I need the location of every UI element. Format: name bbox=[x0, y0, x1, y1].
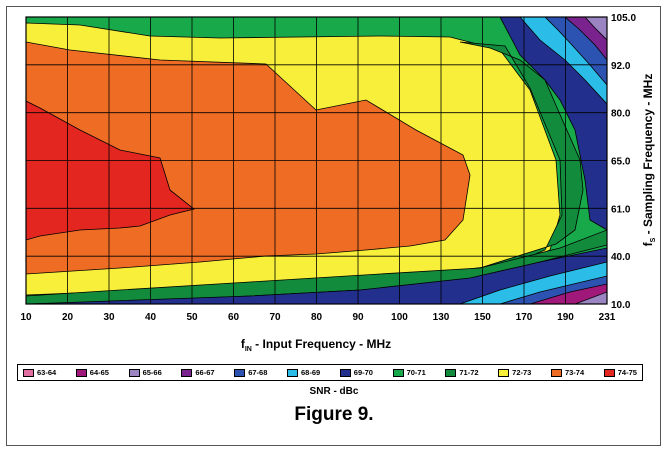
legend-item: 69-70 bbox=[339, 368, 373, 377]
y-tick-label: 10.0 bbox=[611, 300, 631, 311]
legend-label: 72-73 bbox=[512, 368, 532, 377]
legend: 63-64 64-65 65-66 66-67 67-68 68-69 69-70 70-71… bbox=[17, 364, 643, 381]
legend-item: 66-67 bbox=[181, 368, 215, 377]
x-tick-label: 50 bbox=[186, 312, 198, 323]
legend-label: 68-69 bbox=[300, 368, 321, 377]
y-axis-ticks: 10.0 40.0 61.0 65.0 80.0 92.0 105.0 bbox=[611, 13, 636, 311]
legend-swatch bbox=[23, 368, 34, 377]
legend-item: 67-68 bbox=[234, 368, 267, 377]
legend-swatch bbox=[392, 368, 404, 377]
legend-swatch bbox=[445, 368, 457, 377]
region-65-66-bottom bbox=[574, 291, 607, 304]
region-74-75 bbox=[26, 100, 195, 241]
x-tick-label: 80 bbox=[311, 312, 323, 323]
y-tick-label: 105.0 bbox=[611, 13, 636, 24]
y-axis-label: fS - Sampling Frequency - MHz bbox=[641, 74, 657, 247]
plot-border bbox=[25, 16, 608, 305]
legend-swatch bbox=[128, 368, 140, 377]
legend-item: 68-69 bbox=[286, 368, 321, 377]
legend-label: 67-68 bbox=[248, 368, 268, 377]
legend-label: 71-72 bbox=[459, 368, 479, 377]
figure-frame bbox=[6, 6, 661, 446]
legend-swatch bbox=[550, 368, 562, 377]
legend-swatch bbox=[286, 368, 298, 377]
legend-label: 64-65 bbox=[89, 368, 109, 377]
y-tick-label: 40.0 bbox=[611, 252, 631, 263]
legend-label: 66-67 bbox=[195, 368, 215, 377]
y-tick-label: 61.0 bbox=[611, 204, 631, 215]
x-tick-label: 190 bbox=[557, 312, 574, 323]
x-tick-label: 150 bbox=[474, 312, 491, 323]
x-axis-label: fIN - Input Frequency - MHz bbox=[241, 337, 391, 353]
legend-item: 73-74 bbox=[550, 368, 585, 377]
legend-label: 65-66 bbox=[142, 368, 162, 377]
region-71-72-right bbox=[459, 41, 584, 269]
x-tick-label: 130 bbox=[433, 312, 450, 323]
legend-item: 65-66 bbox=[128, 368, 162, 377]
legend-label: 69-70 bbox=[353, 368, 373, 377]
legend-item: 63-64 bbox=[23, 368, 56, 377]
x-axis-ticks: 10 20 30 40 50 60 70 80 90 100 130 150 170 190 231 bbox=[20, 312, 615, 323]
legend-swatch bbox=[234, 368, 246, 377]
x-tick-label: 100 bbox=[391, 312, 408, 323]
snr-contour-plot: 10 20 30 40 50 60 70 80 90 100 130 150 170 190 231 10.… bbox=[20, 13, 657, 353]
x-tick-label: 40 bbox=[145, 312, 157, 323]
legend-swatch bbox=[498, 368, 510, 377]
legend-swatch bbox=[339, 368, 351, 377]
figure-caption: Figure 9. bbox=[294, 404, 374, 425]
legend-label: 70-71 bbox=[406, 368, 426, 377]
legend-item: 72-73 bbox=[498, 368, 531, 377]
region-69-70-bottom bbox=[26, 247, 607, 304]
legend-item: 64-65 bbox=[75, 368, 109, 377]
legend-label: 63-64 bbox=[37, 368, 57, 377]
y-tick-label: 80.0 bbox=[611, 109, 631, 120]
legend-swatch bbox=[75, 368, 87, 377]
x-tick-label: 20 bbox=[62, 312, 74, 323]
legend-swatch bbox=[181, 368, 193, 377]
x-tick-label: 70 bbox=[269, 312, 281, 323]
legend-title: SNR - dBc bbox=[309, 386, 359, 397]
legend-swatch bbox=[603, 368, 615, 377]
legend-item: 70-71 bbox=[392, 368, 426, 377]
legend-label: 73-74 bbox=[564, 368, 585, 377]
legend-item: 74-75 bbox=[603, 368, 637, 377]
x-tick-label: 30 bbox=[103, 312, 115, 323]
legend-label: 74-75 bbox=[617, 368, 637, 377]
x-tick-label: 60 bbox=[228, 312, 240, 323]
y-tick-label: 92.0 bbox=[611, 61, 631, 72]
x-tick-label: 10 bbox=[20, 312, 32, 323]
region-65-66-top bbox=[584, 17, 607, 41]
legend-item: 71-72 bbox=[445, 368, 479, 377]
x-tick-label: 170 bbox=[516, 312, 533, 323]
x-tick-label: 231 bbox=[599, 312, 616, 323]
x-tick-label: 90 bbox=[352, 312, 364, 323]
y-tick-label: 65.0 bbox=[611, 157, 631, 168]
